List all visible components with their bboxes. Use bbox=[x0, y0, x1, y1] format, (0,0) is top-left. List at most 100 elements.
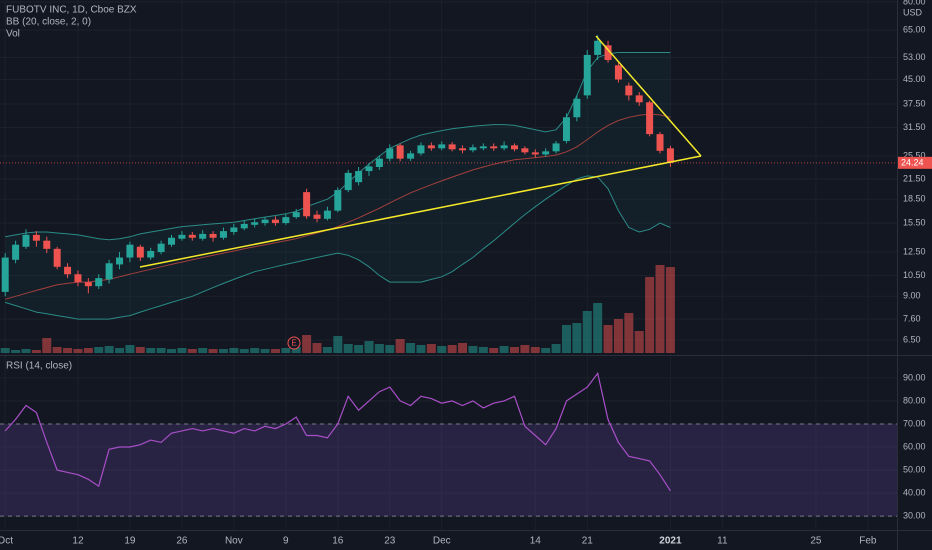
candle-body bbox=[365, 166, 373, 172]
y-tick-label: 21.50 bbox=[903, 173, 926, 183]
candle-body bbox=[43, 240, 51, 249]
candle-body bbox=[407, 153, 415, 159]
x-tick-label: 2021 bbox=[659, 536, 682, 547]
candle-body bbox=[53, 248, 61, 267]
volume-bar bbox=[499, 346, 509, 353]
bb-fill bbox=[5, 52, 671, 320]
rsi-title: RSI (14, close) bbox=[6, 361, 72, 372]
candle-body bbox=[209, 233, 217, 238]
volume-bar bbox=[530, 347, 540, 353]
y-tick-label: 30.00 bbox=[903, 511, 926, 521]
x-tick-label: 9 bbox=[283, 536, 289, 547]
volume-bar bbox=[177, 348, 187, 353]
candle-body bbox=[386, 148, 394, 159]
candle-body bbox=[105, 263, 113, 280]
candle-body bbox=[261, 219, 269, 224]
volume-bar bbox=[187, 349, 197, 353]
candle-body bbox=[12, 244, 20, 260]
candle-body bbox=[521, 148, 529, 153]
candle-body bbox=[323, 210, 331, 219]
y-tick-label: 40.00 bbox=[903, 488, 926, 498]
x-tick-label: 12 bbox=[72, 536, 84, 547]
candle-body bbox=[126, 244, 134, 258]
earnings-label[interactable]: E bbox=[291, 339, 296, 348]
candle-body bbox=[646, 102, 654, 135]
candle-body bbox=[178, 234, 186, 239]
y-tick-label: 65.00 bbox=[903, 24, 926, 34]
rsi-band-fill bbox=[0, 423, 897, 517]
volume-bar bbox=[551, 344, 561, 353]
candle-body bbox=[355, 171, 363, 183]
candle-body bbox=[344, 172, 352, 191]
y-tick-label: 6.50 bbox=[903, 334, 921, 344]
volume-bar bbox=[541, 348, 551, 353]
volume-bar bbox=[613, 319, 623, 353]
y-tick-label: 80.00 bbox=[903, 0, 926, 6]
candle-body bbox=[84, 282, 92, 287]
volume-bar bbox=[520, 345, 530, 353]
volume-bar bbox=[250, 348, 260, 353]
y-tick-label: 7.60 bbox=[903, 313, 921, 323]
volume-bar bbox=[312, 343, 322, 353]
candle-body bbox=[666, 148, 674, 163]
candle-body bbox=[459, 148, 467, 151]
candle-body bbox=[469, 147, 477, 151]
candle-body bbox=[511, 145, 519, 150]
volume-bar bbox=[374, 344, 384, 353]
trend-line[interactable] bbox=[595, 35, 702, 157]
volume-bar bbox=[322, 347, 332, 353]
candle-body bbox=[490, 146, 498, 149]
volume-bar bbox=[572, 323, 582, 353]
candle-body bbox=[594, 40, 602, 55]
indicator-label: BB (20, close, 2, 0) bbox=[6, 17, 91, 28]
candle-body bbox=[303, 192, 311, 217]
volume-bar bbox=[458, 343, 468, 353]
indicator-label: Vol bbox=[6, 29, 20, 40]
volume-bar bbox=[104, 346, 114, 353]
y-tick-label: 60.00 bbox=[903, 441, 926, 451]
volume-bar bbox=[395, 339, 405, 353]
volume-bar bbox=[561, 325, 571, 353]
trend-line[interactable] bbox=[139, 155, 702, 268]
volume-bar bbox=[156, 348, 166, 353]
last-price-label: 24.24 bbox=[901, 158, 924, 168]
y-tick-label: 31.50 bbox=[903, 122, 926, 132]
x-tick-label: 21 bbox=[582, 536, 594, 547]
x-tick-label: 23 bbox=[384, 536, 396, 547]
candle-body bbox=[168, 237, 176, 245]
y-tick-label: 9.00 bbox=[903, 291, 921, 301]
candle-body bbox=[625, 85, 633, 96]
bb-middle bbox=[5, 113, 671, 300]
volume-bar bbox=[416, 345, 426, 353]
candle-body bbox=[479, 146, 487, 149]
x-tick-label: 11 bbox=[717, 536, 728, 547]
volume-bar bbox=[94, 347, 104, 353]
earnings-marker[interactable] bbox=[287, 336, 301, 350]
candle-body bbox=[573, 98, 581, 118]
candle-body bbox=[313, 214, 321, 219]
unit-label: USD bbox=[903, 7, 923, 17]
marks bbox=[0, 35, 897, 517]
volume-bar bbox=[0, 348, 10, 353]
volume-bar bbox=[135, 347, 145, 353]
x-tick-label: Nov bbox=[225, 536, 243, 547]
x-tick-label: 16 bbox=[332, 536, 344, 547]
volume-bar bbox=[291, 347, 301, 353]
candle-body bbox=[375, 158, 383, 168]
candle-body bbox=[531, 152, 539, 155]
volume-bar bbox=[63, 348, 73, 353]
candle-body bbox=[271, 219, 279, 224]
volume-bar bbox=[385, 345, 395, 353]
y-tick-label: 37.50 bbox=[903, 98, 926, 108]
candle-body bbox=[64, 266, 72, 275]
volume-bar bbox=[146, 348, 156, 353]
volume-bar bbox=[468, 346, 478, 353]
candle-body bbox=[292, 212, 300, 218]
volume-bar bbox=[406, 343, 416, 353]
y-tick-label: 18.50 bbox=[903, 194, 926, 204]
volume-bar bbox=[333, 336, 343, 353]
volume-bar bbox=[11, 350, 21, 353]
